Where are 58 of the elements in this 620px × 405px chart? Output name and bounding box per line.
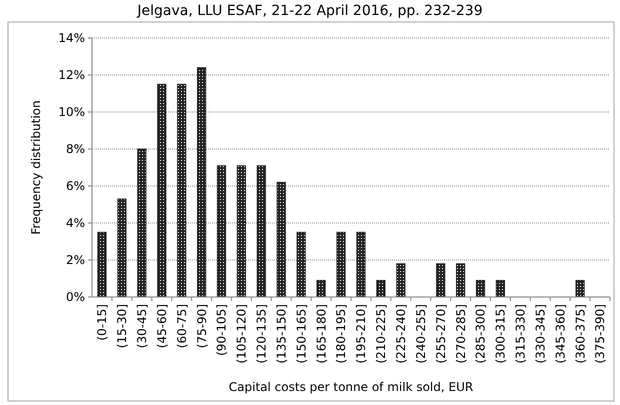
bar	[476, 280, 486, 298]
x-tick-label: (240-255]	[414, 304, 428, 364]
x-tick-label: (135-150]	[274, 304, 288, 364]
bar	[236, 165, 246, 298]
bar	[117, 198, 126, 298]
bar	[216, 165, 226, 298]
chart-title: Jelgava, LLU ESAF, 21-22 April 2016, pp. 232-239	[136, 3, 483, 19]
x-tick-label: (315-330]	[514, 304, 528, 364]
y-tick-label: 10%	[58, 105, 85, 120]
x-tick-label: (330-345]	[533, 304, 548, 364]
y-tick-label: 0%	[66, 290, 85, 304]
bar	[276, 182, 286, 298]
y-tick-label: 14%	[58, 31, 85, 46]
y-tick-label: 2%	[66, 253, 85, 268]
y-tick-label: 8%	[66, 142, 85, 156]
x-tick-label: (225-240]	[394, 304, 408, 364]
x-tick-label: (0-15]	[95, 304, 110, 341]
bar	[576, 280, 585, 298]
x-tick-label: (165-180]	[314, 304, 328, 364]
y-tick-label: 4%	[66, 216, 85, 230]
x-tick-label: (30-45]	[135, 304, 150, 348]
bar	[157, 84, 166, 298]
x-tick-label: (120-135]	[254, 304, 269, 364]
x-tick-label: (360-375]	[573, 304, 588, 364]
y-tick-label: 12%	[58, 68, 85, 82]
x-tick-label: (60-75]	[174, 304, 189, 348]
bar	[356, 232, 366, 298]
bar	[177, 84, 186, 298]
x-tick-label: (300-315]	[494, 304, 508, 364]
x-tick-label: (255-270]	[434, 304, 448, 364]
x-tick-label: (195-210]	[354, 304, 368, 364]
x-tick-label: (345-360]	[553, 304, 568, 364]
x-tick-label: (150-165]	[294, 304, 308, 364]
bar	[316, 280, 326, 298]
x-tick-label: (75-90]	[194, 304, 209, 348]
bar	[376, 280, 386, 298]
bar	[97, 232, 107, 298]
x-tick-label: (270-285]	[454, 304, 468, 364]
x-tick-label: (105-120]	[234, 304, 249, 364]
bar	[456, 263, 466, 298]
x-tick-label: (375-390]	[593, 304, 608, 364]
x-tick-label: (210-225]	[374, 304, 388, 364]
bar	[256, 165, 266, 298]
bar	[196, 67, 206, 298]
bar	[436, 263, 446, 298]
x-tick-label: (90-105]	[214, 304, 229, 356]
x-axis-title: Capital costs per tonne of milk sold, EUR	[228, 380, 474, 394]
bar	[496, 280, 506, 298]
y-axis-title: Frequency distribution	[29, 100, 43, 235]
x-tick-label: (180-195]	[334, 304, 348, 364]
bar	[137, 148, 146, 298]
x-tick-label: (15-30]	[115, 304, 130, 348]
x-tick-label: (285-300]	[474, 304, 488, 364]
bar	[296, 232, 306, 298]
bar	[336, 232, 346, 298]
bar	[396, 263, 406, 298]
x-tick-label: (45-60]	[154, 304, 169, 348]
y-tick-label: 6%	[66, 179, 85, 194]
